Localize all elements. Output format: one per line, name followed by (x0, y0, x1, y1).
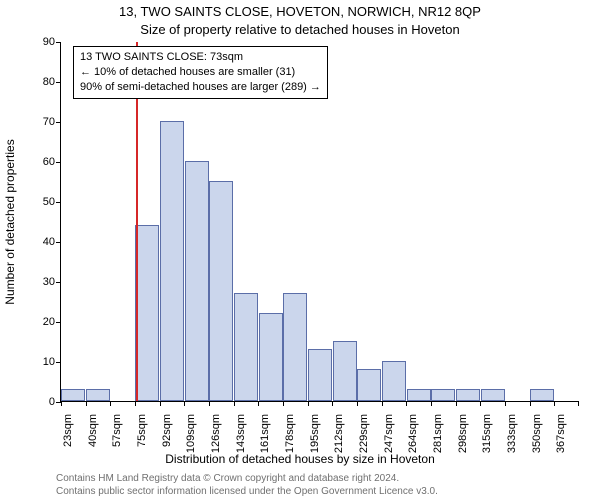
x-tick-mark (406, 401, 407, 406)
x-tick-label: 57sqm (109, 414, 123, 447)
histogram-bar (61, 389, 85, 401)
histogram-bar (481, 389, 505, 401)
chart-plot-area: 13 TWO SAINTS CLOSE: 73sqm ← 10% of deta… (60, 42, 578, 402)
x-tick-label: 92sqm (159, 414, 173, 447)
x-tick-mark (530, 401, 531, 406)
x-tick-mark (283, 401, 284, 406)
y-tick-mark (56, 122, 61, 123)
x-axis-label: Distribution of detached houses by size … (0, 452, 600, 466)
y-axis-label: Number of detached properties (3, 139, 17, 304)
x-tick-label: 367sqm (553, 414, 567, 453)
histogram-bar (333, 341, 357, 401)
x-tick-mark (110, 401, 111, 406)
histogram-bar (431, 389, 455, 401)
footnote-line-2: Contains public sector information licen… (56, 485, 438, 498)
info-line-1: 13 TWO SAINTS CLOSE: 73sqm (80, 50, 321, 65)
footnote: Contains HM Land Registry data © Crown c… (56, 472, 438, 498)
y-tick-mark (56, 322, 61, 323)
x-tick-mark (135, 401, 136, 406)
info-box: 13 TWO SAINTS CLOSE: 73sqm ← 10% of deta… (73, 46, 328, 99)
x-tick-mark (184, 401, 185, 406)
x-tick-label: 161sqm (257, 414, 271, 453)
x-tick-label: 264sqm (405, 414, 419, 453)
x-tick-mark (480, 401, 481, 406)
footnote-line-1: Contains HM Land Registry data © Crown c… (56, 472, 438, 485)
histogram-bar (407, 389, 431, 401)
x-tick-mark (61, 401, 62, 406)
histogram-bar (530, 389, 554, 401)
histogram-bar (283, 293, 307, 401)
x-tick-label: 229sqm (356, 414, 370, 453)
title-line-1: 13, TWO SAINTS CLOSE, HOVETON, NORWICH, … (0, 4, 600, 19)
x-tick-mark (382, 401, 383, 406)
info-line-2: ← 10% of detached houses are smaller (31… (80, 65, 321, 80)
x-tick-label: 350sqm (529, 414, 543, 453)
x-tick-label: 178sqm (282, 414, 296, 453)
y-tick-mark (56, 42, 61, 43)
x-tick-mark (86, 401, 87, 406)
y-tick-mark (56, 82, 61, 83)
x-tick-mark (456, 401, 457, 406)
x-tick-mark (505, 401, 506, 406)
y-tick-mark (56, 362, 61, 363)
x-tick-label: 23sqm (60, 414, 74, 447)
x-tick-label: 75sqm (134, 414, 148, 447)
x-tick-label: 195sqm (307, 414, 321, 453)
y-tick-mark (56, 242, 61, 243)
histogram-bar (209, 181, 233, 401)
histogram-bar (308, 349, 332, 401)
x-tick-label: 109sqm (183, 414, 197, 453)
histogram-bar (160, 121, 184, 401)
x-tick-label: 212sqm (331, 414, 345, 453)
x-tick-label: 40sqm (85, 414, 99, 447)
y-tick-mark (56, 282, 61, 283)
x-tick-mark (578, 401, 579, 406)
x-tick-mark (308, 401, 309, 406)
info-line-3: 90% of semi-detached houses are larger (… (80, 80, 321, 95)
x-tick-label: 281sqm (430, 414, 444, 453)
histogram-bar (456, 389, 480, 401)
x-tick-mark (554, 401, 555, 406)
y-tick-mark (56, 202, 61, 203)
histogram-bar (234, 293, 258, 401)
x-tick-mark (234, 401, 235, 406)
y-tick-mark (56, 162, 61, 163)
x-tick-label: 298sqm (455, 414, 469, 453)
x-tick-label: 143sqm (233, 414, 247, 453)
x-tick-mark (357, 401, 358, 406)
x-tick-mark (332, 401, 333, 406)
x-tick-mark (209, 401, 210, 406)
histogram-bar (382, 361, 406, 401)
histogram-bar (185, 161, 209, 401)
x-tick-label: 333sqm (504, 414, 518, 453)
x-tick-label: 315sqm (479, 414, 493, 453)
x-tick-mark (160, 401, 161, 406)
x-tick-label: 126sqm (208, 414, 222, 453)
x-tick-label: 247sqm (381, 414, 395, 453)
histogram-bar (86, 389, 110, 401)
histogram-bar (259, 313, 283, 401)
histogram-bar (135, 225, 159, 401)
title-line-2: Size of property relative to detached ho… (0, 22, 600, 37)
x-tick-mark (258, 401, 259, 406)
histogram-bar (357, 369, 381, 401)
x-tick-mark (431, 401, 432, 406)
